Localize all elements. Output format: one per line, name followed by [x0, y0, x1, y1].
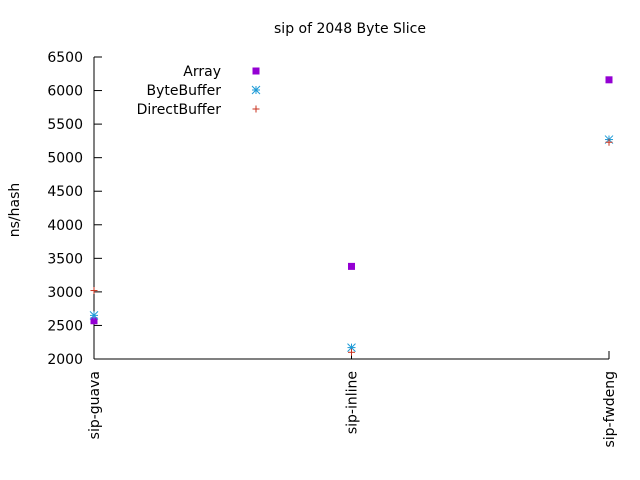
y-tick-label: 2000	[47, 352, 83, 368]
y-tick-label: 4000	[47, 218, 83, 234]
data-point-directbuffer	[90, 287, 98, 295]
y-tick-label: 3000	[47, 285, 83, 301]
x-tick-label: sip-inline	[345, 371, 361, 434]
x-axis: sip-guava sip-inline sip-fwdeng	[87, 351, 618, 448]
legend-label-directbuffer: DirectBuffer	[137, 102, 222, 118]
data-point-directbuffer	[348, 348, 355, 356]
y-tick-label: 4500	[47, 184, 83, 200]
y-tick-label: 3500	[47, 251, 83, 267]
x-tick-label: sip-guava	[87, 371, 103, 439]
y-axis-label: ns/hash	[7, 183, 23, 238]
legend-label-bytebuffer: ByteBuffer	[147, 83, 222, 99]
legend: Array ByteBuffer DirectBuffer	[137, 64, 261, 118]
y-tick-label: 5000	[47, 151, 83, 167]
data-point-bytebuffer	[89, 311, 99, 320]
data-point-array	[90, 317, 98, 325]
y-tick-label: 2500	[47, 318, 83, 334]
y-tick-label: 5500	[47, 117, 83, 133]
legend-marker-bytebuffer	[251, 85, 261, 95]
y-tick-label: 6500	[47, 50, 83, 66]
legend-label-array: Array	[183, 64, 221, 80]
chart-title: sip of 2048 Byte Slice	[274, 21, 426, 37]
legend-marker-array	[252, 67, 260, 75]
data-points	[89, 76, 614, 356]
x-tick-label: sip-fwdeng	[602, 371, 618, 448]
data-point-directbuffer	[605, 138, 613, 146]
y-axis: 2000 2500 3000 3500 4000 4500 5000 5500 6000 6500	[47, 50, 102, 368]
data-point-array	[348, 262, 355, 270]
data-point-array	[605, 76, 613, 84]
legend-marker-directbuffer	[252, 105, 260, 113]
y-tick-label: 6000	[47, 84, 83, 100]
